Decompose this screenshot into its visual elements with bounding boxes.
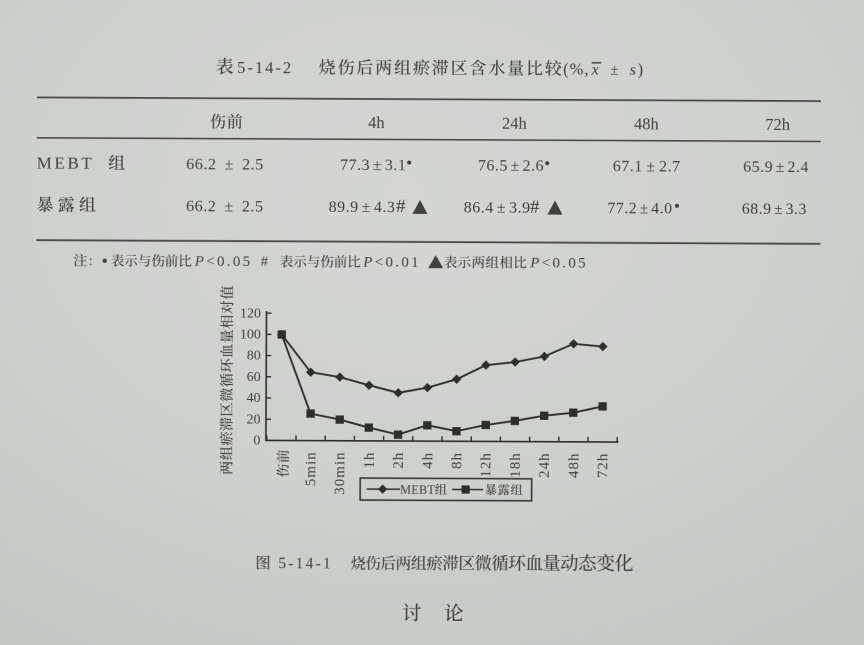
svg-text:P: P (529, 256, 539, 272)
svg-text:<0.05: <0.05 (542, 256, 588, 272)
svg-text:#: # (261, 254, 268, 270)
svg-text:24h: 24h (502, 114, 528, 133)
svg-text::: : (89, 253, 93, 269)
svg-text:89.9 ± 4.3: 89.9 ± 4.3 (329, 199, 396, 216)
svg-text:5-14-1: 5-14-1 (278, 555, 333, 572)
svg-text:0: 0 (253, 434, 260, 449)
svg-text:120: 120 (240, 306, 261, 321)
svg-text:(%,: (%, (563, 59, 589, 78)
svg-text:18h: 18h (508, 452, 524, 478)
svg-text:20: 20 (246, 412, 260, 427)
svg-text:±: ± (610, 62, 619, 79)
svg-text:4h: 4h (420, 452, 436, 469)
svg-text:30min: 30min (332, 451, 348, 494)
svg-text:#: # (530, 197, 540, 218)
svg-text:24h: 24h (537, 452, 553, 478)
svg-text:5min: 5min (303, 451, 319, 486)
svg-text:8h: 8h (449, 452, 465, 469)
svg-text:#: # (396, 196, 406, 217)
svg-text:72h: 72h (765, 115, 791, 134)
svg-text:P: P (194, 254, 204, 270)
svg-text:67.1 ± 2.7: 67.1 ± 2.7 (613, 158, 681, 175)
svg-text:MEBT: MEBT (400, 483, 435, 497)
svg-text:80: 80 (247, 349, 261, 364)
svg-text:12h: 12h (478, 452, 494, 478)
svg-text:x: x (591, 62, 599, 79)
svg-text:86.4 ± 3.9: 86.4 ± 3.9 (464, 200, 531, 217)
svg-text:4h: 4h (368, 113, 385, 132)
svg-text:77.3 ± 3.1: 77.3 ± 3.1 (340, 157, 406, 174)
svg-text:76.5 ± 2.6: 76.5 ± 2.6 (478, 158, 544, 175)
svg-text:68.9 ± 3.3: 68.9 ± 3.3 (742, 201, 807, 218)
svg-text:<0.01: <0.01 (375, 255, 421, 271)
svg-text:60: 60 (247, 370, 261, 385)
svg-text:2h: 2h (391, 452, 407, 469)
svg-text:77.2 ± 4.0: 77.2 ± 4.0 (607, 200, 672, 217)
svg-text:s: s (630, 62, 636, 79)
svg-text:): ) (638, 60, 644, 79)
svg-text:66.2 ± 2.5: 66.2 ± 2.5 (186, 155, 264, 173)
svg-text:40: 40 (247, 391, 261, 406)
svg-text:MEBT: MEBT (37, 154, 95, 173)
svg-text:100: 100 (240, 327, 261, 342)
svg-text:P: P (362, 255, 372, 271)
svg-text:5-14-2: 5-14-2 (237, 58, 293, 77)
svg-text:65.9 ± 2.4: 65.9 ± 2.4 (743, 159, 809, 176)
svg-text:48h: 48h (634, 114, 660, 133)
svg-text:1h: 1h (362, 452, 378, 469)
svg-text:48h: 48h (566, 452, 582, 478)
svg-text:72h: 72h (595, 453, 611, 479)
svg-text:66.2 ± 2.5: 66.2 ± 2.5 (186, 197, 264, 215)
svg-text:<0.05: <0.05 (206, 254, 252, 270)
